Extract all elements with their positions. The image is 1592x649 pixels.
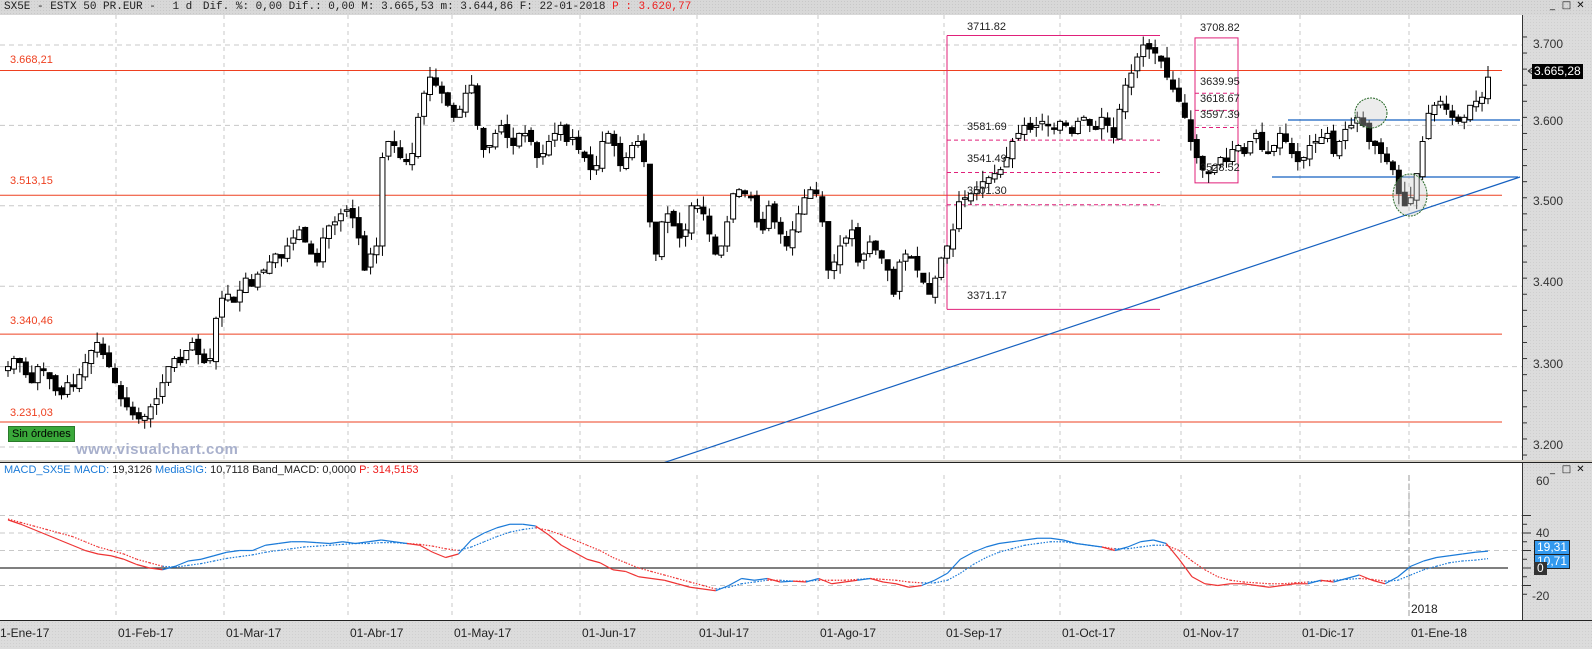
macd-y-tick: -20 <box>1532 589 1550 603</box>
y-tick: 3.300 <box>1533 357 1564 371</box>
fib-right-low: 3528.52 <box>1200 162 1240 174</box>
title-symbol: SX5E - ESTX 50 PR.EUR - <box>4 1 156 13</box>
fib-left-high: 3711.82 <box>967 21 1006 33</box>
fib-right-l2: 3618.67 <box>1200 93 1240 105</box>
fib-right-l1: 3639.95 <box>1200 76 1240 88</box>
x-axis-label: 01-Ago-17 <box>820 626 877 640</box>
macd-value: 19,3126 <box>112 464 152 476</box>
level-label-3: 3.340,46 <box>10 315 53 327</box>
fib-right-high: 3708.82 <box>1200 22 1240 34</box>
x-axis-label: 01-Oct-17 <box>1062 626 1116 640</box>
sig-label: MediaSIG: <box>155 464 208 476</box>
x-axis-label: 01-Abr-17 <box>350 626 404 640</box>
fib-left-l3: 3501.30 <box>967 185 1007 197</box>
year-marker: 2018 <box>1411 602 1438 616</box>
x-axis-label: 01-Sep-17 <box>946 626 1003 640</box>
minimize-button[interactable]: _ <box>1550 0 1555 11</box>
window-controls: _ □ ✕ <box>1547 1 1586 12</box>
fib-left-l2: 3541.49 <box>967 153 1007 165</box>
y-tick: 3.500 <box>1533 194 1564 208</box>
macd-window-controls: _ □ ✕ <box>1547 465 1586 476</box>
macd-y-tick: 40 <box>1536 526 1550 540</box>
close-button[interactable]: ✕ <box>1576 0 1585 11</box>
price-axis[interactable] <box>1522 15 1592 460</box>
macd-chart-area[interactable] <box>0 462 1522 620</box>
title-period: 1 d <box>172 1 193 13</box>
y-tick: 3.600 <box>1533 114 1564 128</box>
macd-y-tick: 60 <box>1536 474 1550 488</box>
macd-label: MACD: <box>73 464 110 476</box>
close-button[interactable]: ✕ <box>1576 464 1585 475</box>
macd-legend: MACD_SX5E MACD: 19,3126 MediaSIG: 10,711… <box>4 464 419 476</box>
minimize-button[interactable]: _ <box>1550 464 1555 475</box>
orders-badge[interactable]: Sin órdenes <box>8 426 75 442</box>
fib-left-l1: 3581.69 <box>967 121 1007 133</box>
y-tick: 3.200 <box>1533 438 1564 452</box>
x-axis-label: 1-Ene-17 <box>0 626 50 640</box>
x-axis[interactable] <box>0 620 1592 649</box>
level-label-2: 3.513,15 <box>10 175 53 187</box>
p-label: P: <box>359 464 370 476</box>
chart-title-bar: SX5E - ESTX 50 PR.EUR - 1 d Dif. %: 0,00… <box>0 0 1592 15</box>
band-value: 0,0000 <box>322 464 357 476</box>
x-axis-label: 01-Mar-17 <box>226 626 282 640</box>
fib-left-low: 3371.17 <box>967 290 1007 302</box>
y-tick: 3.700 <box>1533 37 1564 51</box>
x-axis-label: 01-May-17 <box>454 626 512 640</box>
sig-value: 10,7118 <box>210 464 250 476</box>
level-label-1: 3.668,21 <box>10 54 53 66</box>
p-value: 314,5153 <box>372 464 419 476</box>
macd-value-tag: 19,31 <box>1534 540 1571 555</box>
macd-name: MACD_SX5E <box>4 464 71 476</box>
zero-tag: 0 <box>1534 562 1547 575</box>
watermark: www.visualchart.com <box>76 441 239 458</box>
level-label-4: 3.231,03 <box>10 407 53 419</box>
title-last-price: P : 3.620,77 <box>612 1 692 13</box>
x-axis-label: 01-Jul-17 <box>699 626 750 640</box>
price-chart-area[interactable] <box>0 15 1522 460</box>
band-label: Band_MACD: <box>252 464 320 476</box>
last-price-tag: 3.665,28 <box>1532 64 1583 79</box>
maximize-button[interactable]: □ <box>1561 464 1572 475</box>
x-axis-label: 01-Ene-18 <box>1411 626 1468 640</box>
price-chart <box>0 15 1534 462</box>
x-axis-label: 01-Dic-17 <box>1302 626 1355 640</box>
title-stats: Dif. %: 0,00 Dif.: 0,00 M: 3.665,53 m: 3… <box>202 1 606 13</box>
maximize-button[interactable]: □ <box>1561 0 1572 11</box>
x-axis-label: 01-Nov-17 <box>1183 626 1240 640</box>
fib-right-l3: 3597.39 <box>1200 109 1240 121</box>
x-axis-label: 01-Feb-17 <box>118 626 174 640</box>
x-axis-label: 01-Jun-17 <box>582 626 637 640</box>
y-tick: 3.400 <box>1533 275 1564 289</box>
